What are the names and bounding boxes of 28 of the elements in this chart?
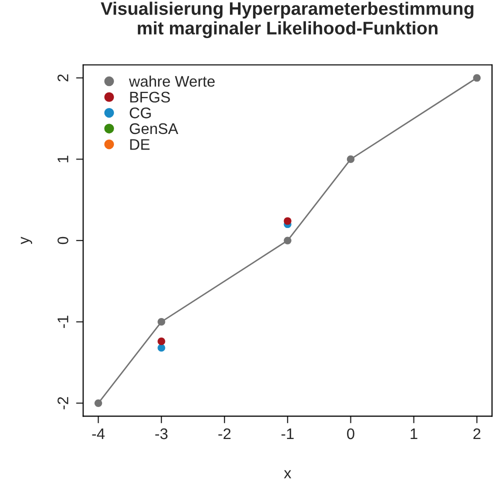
- chart-title: Visualisierung Hyperparameterbestimmung mit marginaler Likelihood-Funktion: [100, 2, 474, 38]
- point: [284, 236, 292, 244]
- point: [158, 344, 166, 352]
- point: [94, 399, 102, 407]
- x-axis-title: x: [284, 470, 292, 478]
- y-tick-label: -1: [58, 316, 68, 328]
- x-tick-label: 2: [473, 428, 480, 440]
- point: [158, 318, 166, 326]
- x-tick-label: -3: [155, 428, 168, 440]
- x-tick-label: 0: [347, 428, 354, 440]
- legend-label: DE: [130, 139, 150, 150]
- y-axis-title: y: [20, 236, 32, 244]
- legend-label: wahre Werte: [128, 76, 215, 87]
- legend-label: GenSA: [130, 123, 178, 134]
- legend-label: CG: [130, 108, 151, 118]
- point: [284, 217, 292, 225]
- x-tick-label: -4: [92, 428, 105, 440]
- y-tick-label: -2: [58, 397, 68, 410]
- point: [346, 155, 354, 164]
- x-tick-label: -2: [218, 428, 231, 440]
- y-tick-label: 0: [58, 236, 68, 244]
- y-tick-label: 1: [58, 156, 68, 162]
- x-tick-label: -1: [281, 428, 294, 440]
- legend-label: BFGS: [130, 92, 170, 103]
- x-tick-label: 1: [410, 428, 418, 440]
- point: [473, 74, 481, 82]
- point: [158, 338, 166, 346]
- y-tick-label: 2: [58, 74, 68, 82]
